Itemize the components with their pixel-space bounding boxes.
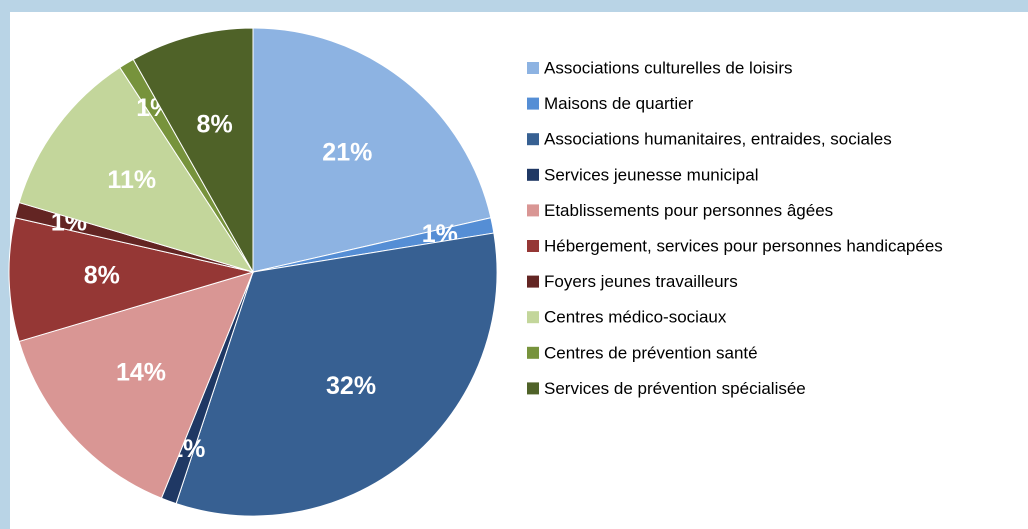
legend-label: Associations culturelles de loisirs: [544, 58, 793, 77]
legend-swatch: [527, 133, 539, 146]
slice-label: 8%: [84, 261, 120, 289]
pie-slice: [132, 27, 254, 274]
pie-slice: [175, 232, 498, 517]
legend-label: Centres de prévention santé: [544, 343, 758, 362]
legend-swatch: [527, 204, 539, 217]
slice-label: 11%: [107, 166, 156, 194]
legend-label: Services jeunesse municipal: [544, 165, 759, 184]
pie-slice: [18, 271, 254, 499]
slice-label: 14%: [116, 358, 166, 386]
legend-swatch: [527, 240, 539, 252]
legend-swatch: [527, 346, 539, 359]
slice-label: 8%: [197, 110, 233, 138]
legend-swatch: [527, 62, 539, 74]
legend-label: Foyers jeunes travailleurs: [544, 272, 738, 291]
legend-label: Centres médico-sociaux: [544, 308, 727, 327]
legend-label: Associations humanitaires, entraides, so…: [544, 130, 892, 149]
legend-swatch: [527, 168, 539, 181]
pie-slice: [18, 66, 255, 273]
slice-label: 32%: [326, 372, 376, 400]
slice-label: 21%: [322, 138, 372, 166]
legend-label: Maisons de quartier: [544, 94, 694, 113]
legend-swatch: [527, 275, 539, 288]
pie-slice: [252, 27, 492, 273]
legend-label: Etablissements pour personnes âgées: [544, 201, 833, 220]
legend-swatch: [527, 311, 539, 324]
legend-swatch: [527, 97, 539, 110]
legend-swatch: [527, 382, 539, 395]
pie-slice: [8, 217, 255, 343]
legend-label: Services de prévention spécialisée: [544, 379, 806, 398]
legend-label: Hébergement, services pour personnes han…: [544, 236, 943, 255]
